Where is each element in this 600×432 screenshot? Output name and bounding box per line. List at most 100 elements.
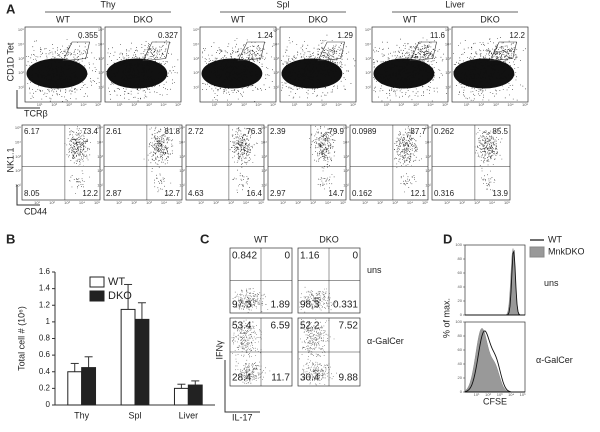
axis-tick-label: 10¹ xyxy=(425,183,431,188)
axis-tick-label: 10³ xyxy=(146,200,152,205)
axis-tick-label: 10² xyxy=(179,168,185,173)
gate-value: 0.355 xyxy=(78,31,99,40)
dot-cloud xyxy=(317,170,335,190)
dot-cloud xyxy=(229,127,258,171)
axis-tick-label: 10¹ xyxy=(365,85,371,90)
plot-frame xyxy=(185,124,265,201)
axis-tick-label: 10⁵ xyxy=(520,392,526,397)
dot-cloud xyxy=(481,170,496,191)
bar xyxy=(120,308,136,406)
axis-tick-label: 10⁵ xyxy=(95,102,101,107)
plot-frame xyxy=(267,124,347,201)
y-tick-label: 0 xyxy=(460,389,463,394)
axis-tick-label: 10⁵ xyxy=(445,27,451,32)
quadrant-value: 0.842 xyxy=(232,251,257,262)
axis-tick-label: 10⁴ xyxy=(255,102,261,107)
axis-tick-label: 10⁵ xyxy=(422,200,428,205)
axis-tick-label: 10³ xyxy=(445,56,451,61)
quadrant-value: 0.162 xyxy=(352,189,373,198)
gate-value: 0.327 xyxy=(158,31,179,40)
y-tick-label: 0.2 xyxy=(39,383,51,392)
axis-tick-label: 10³ xyxy=(474,200,480,205)
axis-tick-label: 10⁴ xyxy=(343,139,349,144)
axis-tick-label: 10¹ xyxy=(18,85,24,90)
axis-tick-label: 10⁴ xyxy=(445,41,451,46)
sample-label: WT xyxy=(254,234,268,244)
gate xyxy=(62,41,90,62)
gate-value: 12.2 xyxy=(509,31,525,40)
dense-population xyxy=(281,58,343,89)
axis-tick-label: 10⁴ xyxy=(273,41,279,46)
legend-label: MnkDKO xyxy=(548,246,585,256)
legend-label: WT xyxy=(548,234,562,244)
quadrant-value: 8.05 xyxy=(24,189,40,198)
axis-tick-label: 10⁵ xyxy=(98,27,104,32)
dot-cloud xyxy=(202,31,276,102)
gate xyxy=(317,41,345,62)
y-tick-label: 100 xyxy=(455,319,462,324)
axis-tick-label: 10³ xyxy=(261,154,267,159)
axis-tick-label: 10³ xyxy=(310,200,316,205)
axis-tick-label: 10³ xyxy=(497,392,503,397)
sample-label: WT xyxy=(231,14,245,24)
plot-frame xyxy=(21,124,101,201)
axis-hint xyxy=(224,360,260,413)
quadrant-value: 81.8 xyxy=(164,127,180,136)
axis-tick-label: 10² xyxy=(261,168,267,173)
axis-tick-label: 10⁵ xyxy=(94,200,100,205)
axis-tick-label: 10¹ xyxy=(280,200,286,205)
panel-label: B xyxy=(6,231,15,246)
axis-tick-label: 10¹ xyxy=(261,183,267,188)
quadrant-value: 53.4 xyxy=(232,321,252,332)
quadrant-value: 28.4 xyxy=(232,373,252,384)
axis-tick-label: 10⁴ xyxy=(15,139,21,144)
quadrant-value: 52.2 xyxy=(300,321,320,332)
axis-label: CD1D Tet xyxy=(5,42,15,81)
axis-tick-label: 10¹ xyxy=(15,183,21,188)
axis-tick-label: 10¹ xyxy=(474,392,480,397)
axis-tick-label: 10⁴ xyxy=(161,200,167,205)
axis-tick-label: 10² xyxy=(425,168,431,173)
dot-cloud xyxy=(300,360,337,386)
axis-tick-label: 10² xyxy=(226,102,232,107)
quadrant-value: 16.4 xyxy=(246,189,262,198)
axis-tick-label: 10¹ xyxy=(212,102,218,107)
dot-cloud xyxy=(143,126,175,169)
condition-label: uns xyxy=(367,265,382,275)
axis-tick-label: 10⁵ xyxy=(18,27,24,32)
axis-tick-label: 10³ xyxy=(425,154,431,159)
quadrant-value: 0 xyxy=(284,251,290,262)
quadrant-value: 0.262 xyxy=(434,127,455,136)
gate xyxy=(409,41,437,62)
dot-cloud xyxy=(64,126,91,172)
axis-tick-label: 10² xyxy=(18,70,24,75)
histogram-line xyxy=(464,330,525,393)
group-label: Liver xyxy=(445,0,465,9)
y-tick-label: 60 xyxy=(458,347,463,352)
axis-tick-label: 10⁵ xyxy=(261,125,267,130)
quadrant-value: 6.59 xyxy=(271,321,291,332)
quadrant-value: 73.4 xyxy=(82,127,98,136)
axis-tick-label: 10³ xyxy=(146,102,152,107)
axis-tick-label: 10¹ xyxy=(445,85,451,90)
axis-tick-label: 10⁵ xyxy=(175,102,181,107)
axis-tick-label: 10⁴ xyxy=(425,139,431,144)
axis-tick-label: 10⁴ xyxy=(160,102,166,107)
axis-tick-label: 10⁵ xyxy=(522,102,528,107)
legend-swatch xyxy=(89,276,105,288)
y-tick-label: 0 xyxy=(46,400,51,409)
axis-tick-label: 10¹ xyxy=(193,85,199,90)
axis-tick-label: 10⁴ xyxy=(18,41,24,46)
axis-tick-label: 10⁵ xyxy=(442,102,448,107)
bar xyxy=(81,367,97,406)
axis-tick-label: 10⁴ xyxy=(261,139,267,144)
y-tick-label: 20 xyxy=(458,375,463,380)
axis-tick-label: 10² xyxy=(365,70,371,75)
axis-tick-label: 10² xyxy=(273,70,279,75)
dot-cloud xyxy=(140,40,171,65)
axis-tick-label: 10¹ xyxy=(292,102,298,107)
quadrant-value: 12.1 xyxy=(410,189,426,198)
y-tick-label: 1.4 xyxy=(39,284,51,293)
y-tick-label: 0.8 xyxy=(39,334,51,343)
quadrant-value: 9.88 xyxy=(339,373,359,384)
